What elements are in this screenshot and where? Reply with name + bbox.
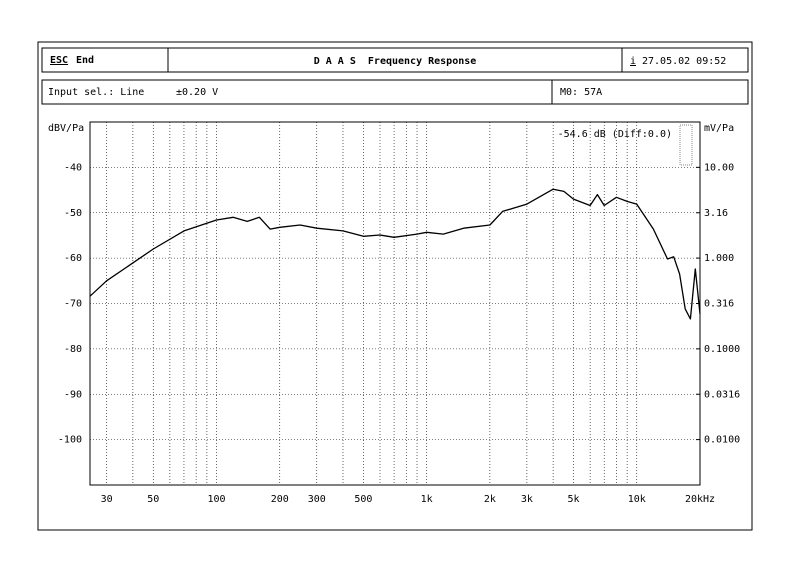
input-level: ±0.20 V (176, 87, 218, 98)
y-tick-label: -50 (64, 208, 82, 219)
y2-tick-label: 1.000 (704, 253, 734, 264)
y2-tick-label: 0.0100 (704, 435, 740, 446)
x-tick-label: 5k (567, 494, 579, 505)
x-tick-label: 200 (271, 494, 289, 505)
input-select: Input sel.: Line (48, 87, 144, 98)
x-tick-label: 3k (521, 494, 533, 505)
x-tick-label: 300 (308, 494, 326, 505)
x-tick-label: 1k (421, 494, 433, 505)
scroll-icon (679, 124, 693, 166)
datetime: 27.05.02 09:52 (642, 56, 726, 67)
response-curve (89, 188, 701, 320)
title: D A A S Frequency Response (314, 56, 477, 67)
esc-key[interactable]: ESC (50, 55, 68, 66)
y2-tick-label: 10.00 (704, 162, 734, 173)
y2-tick-label: 0.316 (704, 299, 734, 310)
x-tick-label: 20kHz (685, 494, 715, 505)
y-tick-label: -70 (64, 299, 82, 310)
x-tick-label: 2k (484, 494, 496, 505)
info-key[interactable]: i (630, 56, 636, 67)
y2-tick-label: 0.1000 (704, 344, 740, 355)
x-tick-label: 30 (101, 494, 113, 505)
y-axis-label: dBV/Pa (48, 123, 84, 134)
mode-box (551, 79, 749, 105)
y-tick-label: -60 (64, 253, 82, 264)
y-tick-label: -100 (58, 435, 82, 446)
end-label[interactable]: End (76, 55, 94, 66)
y-tick-label: -40 (64, 162, 82, 173)
y2-axis-label: mV/Pa (704, 123, 734, 134)
y-tick-label: -80 (64, 344, 82, 355)
x-tick-label: 100 (207, 494, 225, 505)
y2-tick-label: 0.0316 (704, 389, 740, 400)
annotation: -54.6 dB (Diff:0.0) (558, 129, 672, 140)
x-tick-label: 10k (628, 494, 646, 505)
x-tick-label: 500 (354, 494, 372, 505)
plot-area (89, 121, 701, 486)
mode: M0: 57A (560, 87, 602, 98)
frame (37, 41, 753, 531)
x-tick-label: 50 (147, 494, 159, 505)
y2-tick-label: 3.16 (704, 208, 728, 219)
date-box (621, 47, 749, 73)
y-tick-label: -90 (64, 389, 82, 400)
